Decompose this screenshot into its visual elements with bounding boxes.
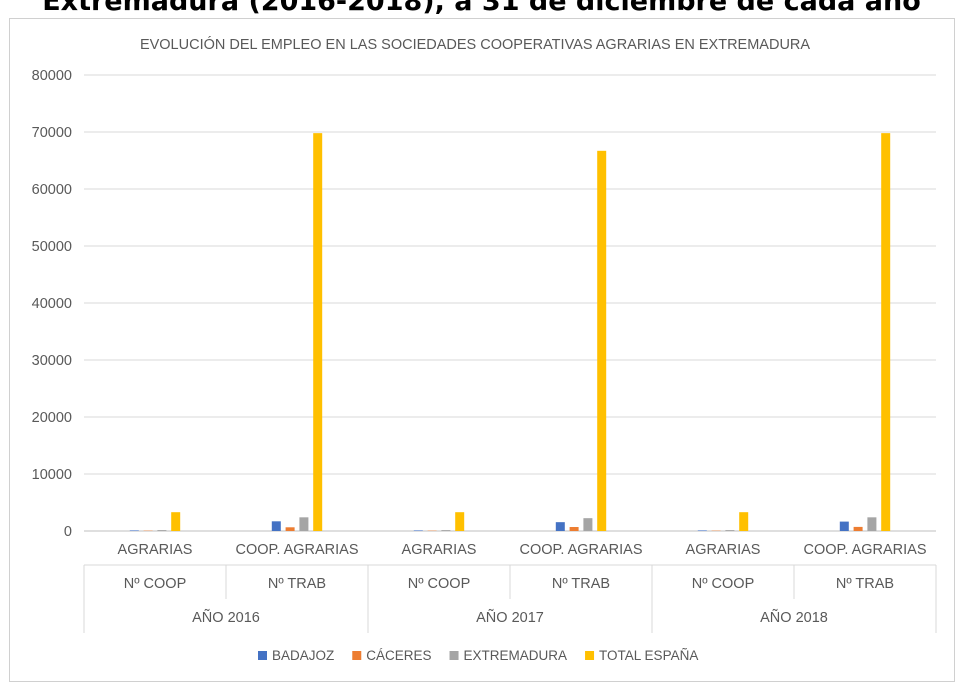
x-axis: AGRARIAS COOP. AGRARIAS AGRARIAS COOP. AGRA… <box>84 542 936 633</box>
bar-badajoz <box>130 530 139 531</box>
legend-label: TOTAL ESPAÑA <box>599 648 698 663</box>
x-tick-label: AGRARIAS <box>686 542 761 558</box>
legend-swatch <box>258 651 267 660</box>
bar-badajoz <box>698 530 707 531</box>
y-tick-label: 70000 <box>32 125 72 141</box>
bar-extremadura <box>299 517 308 531</box>
bar-badajoz <box>556 522 565 531</box>
bar-total-espa-a <box>597 151 606 531</box>
x-year-label: AÑO 2016 <box>192 609 260 626</box>
y-tick-label: 50000 <box>32 239 72 255</box>
bar-c-ceres <box>570 527 579 531</box>
legend-swatch <box>585 651 594 660</box>
chart-area: EVOLUCIÓN DEL EMPLEO EN LAS SOCIEDADES C… <box>9 18 955 682</box>
y-tick-label: 10000 <box>32 467 72 483</box>
bar-total-espa-a <box>455 512 464 531</box>
x-group-label: Nº COOP <box>408 576 471 592</box>
bar-c-ceres <box>854 527 863 531</box>
y-tick-label: 80000 <box>32 68 72 84</box>
x-group-label: Nº TRAB <box>552 576 610 592</box>
legend-label: CÁCERES <box>366 648 431 663</box>
y-axis-ticks: 0 10000 20000 30000 40000 50000 60000 70000 8000… <box>32 68 72 540</box>
x-group-label: Nº TRAB <box>268 576 326 592</box>
x-tick-label: COOP. AGRARIAS <box>803 542 926 558</box>
x-tick-label: COOP. AGRARIAS <box>519 542 642 558</box>
page-heading: Extremadura (2016-2018), a 31 de diciemb… <box>0 0 963 18</box>
y-tick-label: 30000 <box>32 353 72 369</box>
bar-extremadura <box>725 530 734 531</box>
x-year-label: AÑO 2017 <box>476 609 544 626</box>
x-group-label: Nº TRAB <box>836 576 894 592</box>
legend-label: EXTREMADURA <box>464 648 568 663</box>
bars <box>130 133 890 531</box>
x-tick-label: AGRARIAS <box>118 542 193 558</box>
y-tick-label: 0 <box>64 524 72 540</box>
y-tick-label: 60000 <box>32 182 72 198</box>
bar-badajoz <box>272 521 281 531</box>
bar-chart: EVOLUCIÓN DEL EMPLEO EN LAS SOCIEDADES C… <box>10 19 956 683</box>
bar-badajoz <box>414 530 423 531</box>
gridlines <box>84 75 936 531</box>
bar-total-espa-a <box>739 512 748 531</box>
x-group-label: Nº COOP <box>124 576 187 592</box>
legend-label: BADAJOZ <box>272 648 334 663</box>
bar-total-espa-a <box>313 133 322 531</box>
legend-swatch <box>352 651 361 660</box>
x-year-label: AÑO 2018 <box>760 609 828 626</box>
y-tick-label: 20000 <box>32 410 72 426</box>
legend-swatch <box>450 651 459 660</box>
x-group-label: Nº COOP <box>692 576 755 592</box>
x-tick-label: COOP. AGRARIAS <box>235 542 358 558</box>
bar-badajoz <box>840 522 849 531</box>
bar-extremadura <box>441 530 450 531</box>
x-tick-label: AGRARIAS <box>402 542 477 558</box>
bar-extremadura <box>867 517 876 531</box>
chart-title: EVOLUCIÓN DEL EMPLEO EN LAS SOCIEDADES C… <box>140 36 810 53</box>
bar-total-espa-a <box>881 133 890 531</box>
bar-extremadura <box>157 530 166 531</box>
legend: BADAJOZ CÁCERES EXTREMADURA TOTAL ESPAÑA <box>258 648 698 663</box>
bar-total-espa-a <box>171 512 180 531</box>
y-tick-label: 40000 <box>32 296 72 312</box>
bar-c-ceres <box>286 527 295 531</box>
bar-extremadura <box>583 518 592 531</box>
